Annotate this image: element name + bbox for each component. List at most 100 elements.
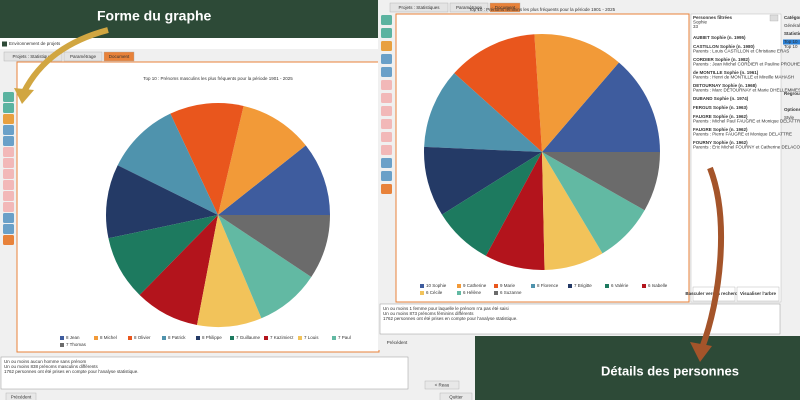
pie-slice bbox=[218, 105, 306, 215]
button[interactable] bbox=[736, 286, 780, 302]
pie-slice bbox=[534, 34, 619, 152]
tool-button[interactable] bbox=[381, 54, 392, 64]
tool-button[interactable] bbox=[381, 106, 392, 116]
tab[interactable] bbox=[489, 2, 521, 13]
pie-slice bbox=[218, 215, 330, 277]
panel-header: 33 bbox=[693, 24, 699, 29]
legend-label: 6 Isabelle bbox=[648, 283, 668, 288]
tool-button[interactable] bbox=[3, 114, 14, 124]
legend-swatch bbox=[531, 284, 535, 288]
chart-title: Top 10 : Prénoms féminins les plus fréqu… bbox=[469, 7, 616, 12]
selection bbox=[783, 39, 800, 45]
tool-button[interactable] bbox=[381, 171, 392, 181]
arrow bbox=[21, 27, 109, 94]
tool-button[interactable] bbox=[3, 213, 14, 223]
tool-button[interactable] bbox=[381, 132, 392, 142]
legend-swatch bbox=[494, 284, 498, 288]
legend-label: 8 Patrick bbox=[168, 335, 186, 340]
button-label[interactable]: Visualiser l'arbre bbox=[740, 291, 777, 296]
tab-label: Paramétrage bbox=[456, 5, 483, 10]
legend-swatch bbox=[457, 284, 461, 288]
arrow-head bbox=[690, 342, 712, 362]
side-label: Style bbox=[784, 115, 795, 120]
side-label: Regroupement bbox=[784, 91, 800, 96]
pie-slice bbox=[542, 62, 660, 152]
log-line: 1762 personnes ont été prises en compte … bbox=[383, 316, 517, 321]
right-window: Projets : Statistiques Paramétrage Documen… bbox=[378, 0, 800, 350]
tool-button[interactable] bbox=[381, 41, 392, 51]
footer-strip bbox=[378, 336, 475, 350]
pie-slice bbox=[170, 103, 244, 215]
legend-swatch bbox=[420, 291, 424, 295]
tab[interactable] bbox=[63, 51, 103, 62]
tool-button[interactable] bbox=[3, 180, 14, 190]
person-parents: Parents : Marc DETOURNAY et Marie DHELLE… bbox=[693, 88, 800, 93]
tool-button[interactable] bbox=[3, 202, 14, 212]
button[interactable] bbox=[5, 392, 37, 400]
tool-button[interactable] bbox=[381, 93, 392, 103]
side-label[interactable]: Top 10 bbox=[784, 44, 798, 49]
legend-label: 7 Kazimierz bbox=[270, 335, 294, 340]
legend-swatch bbox=[568, 284, 572, 288]
button[interactable] bbox=[424, 380, 460, 390]
tool-button[interactable] bbox=[3, 158, 14, 168]
tab[interactable] bbox=[449, 2, 489, 13]
person-name: FAUGRE Sophie (n. 1962) bbox=[693, 114, 748, 119]
arrow bbox=[699, 166, 724, 350]
person-parents: Parents : Pierre FAUGRE et Monique DELAT… bbox=[693, 132, 792, 137]
legend-label: 6 Valérie bbox=[611, 283, 629, 288]
person-parents: Parents : Michel Paul FAUGRE et Monique … bbox=[693, 119, 800, 124]
tool-button[interactable] bbox=[381, 158, 392, 168]
tool-button[interactable] bbox=[3, 92, 14, 102]
legend-label: 6 Hélène bbox=[463, 290, 482, 295]
tab[interactable] bbox=[389, 2, 449, 13]
tool-button[interactable] bbox=[381, 119, 392, 129]
side-label[interactable]: Top 10 bbox=[784, 39, 798, 44]
button-label[interactable]: Précédent bbox=[11, 394, 32, 399]
pie-slice bbox=[454, 34, 542, 152]
close-button[interactable] bbox=[769, 14, 779, 22]
tool-button[interactable] bbox=[3, 224, 14, 234]
tool-button[interactable] bbox=[3, 191, 14, 201]
legend-label: 9 Marie bbox=[500, 283, 516, 288]
tab-label: Document bbox=[109, 54, 130, 59]
tab-label: Projets : Statistiques bbox=[398, 5, 440, 10]
tool-button[interactable] bbox=[3, 169, 14, 179]
person-parents: Parents : Louis CASTILLON et Christiane … bbox=[693, 49, 789, 54]
tool-button[interactable] bbox=[381, 15, 392, 25]
log-area bbox=[0, 356, 409, 390]
person-name: DETOURNAY Sophie (n. 1968) bbox=[693, 83, 757, 88]
legend-label: 7 Paul bbox=[338, 335, 351, 340]
tab[interactable] bbox=[3, 51, 63, 62]
legend-label: 9 Catherine bbox=[463, 283, 487, 288]
pie-slice bbox=[197, 215, 262, 327]
tool-button[interactable] bbox=[3, 136, 14, 146]
tool-button[interactable] bbox=[381, 184, 392, 194]
button-label[interactable]: Quitter bbox=[449, 394, 463, 399]
button[interactable] bbox=[439, 392, 473, 400]
tool-button[interactable] bbox=[3, 147, 14, 157]
person-parents: Parents : Henri de MONTILLE et Mireille … bbox=[693, 75, 794, 80]
tool-button[interactable] bbox=[381, 80, 392, 90]
tool-button[interactable] bbox=[381, 28, 392, 38]
person-parents: Parents : Eric Michel FOURNY et Catherin… bbox=[693, 145, 800, 150]
pie-slice bbox=[106, 165, 218, 239]
log-line: Un ou moins 873 prénoms féminins différe… bbox=[383, 311, 474, 316]
log-line: Un ou moins aucun homme sans prénom bbox=[4, 359, 87, 364]
tab[interactable] bbox=[103, 51, 135, 62]
tool-button[interactable] bbox=[3, 235, 14, 245]
button-label[interactable]: < Reau bbox=[435, 382, 450, 387]
tool-button[interactable] bbox=[381, 67, 392, 77]
side-label: Catégorie bbox=[784, 15, 800, 20]
tool-button[interactable] bbox=[381, 145, 392, 155]
tool-button[interactable] bbox=[3, 125, 14, 135]
app-icon bbox=[2, 41, 7, 47]
annotation: Forme du graphe bbox=[97, 8, 212, 24]
button-label[interactable]: Précédent bbox=[387, 340, 408, 345]
tab-label: Projets : Statistiques bbox=[12, 54, 54, 59]
legend-label: 8 Jean bbox=[66, 335, 80, 340]
person-parents: Parents : Jean Michel CORDIER et Pauline… bbox=[693, 62, 800, 67]
log-line: Un ou moins 1 femme pour laquelle le pré… bbox=[383, 306, 509, 311]
pie-slice bbox=[424, 146, 542, 215]
tool-button[interactable] bbox=[3, 103, 14, 113]
